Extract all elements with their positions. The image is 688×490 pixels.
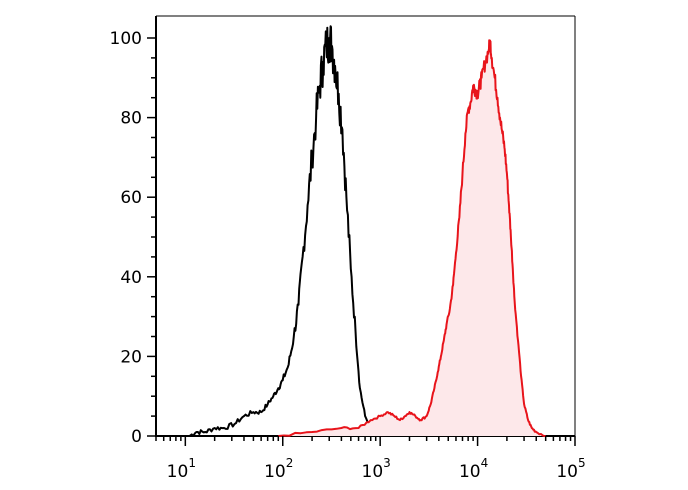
x-tick-label: 105 xyxy=(556,456,585,482)
y-tick-label: 60 xyxy=(120,188,142,208)
y-ticks: 0 20 40 60 80 100 xyxy=(110,29,156,447)
series-2-line xyxy=(278,39,546,437)
x-tick-label: 103 xyxy=(362,456,391,482)
y-tick-label: 0 xyxy=(131,427,142,447)
x-tick-label: 101 xyxy=(167,456,196,482)
y-tick-label: 20 xyxy=(120,347,142,367)
series-1-line xyxy=(188,25,389,437)
x-tick-label: 102 xyxy=(264,456,293,482)
y-tick-label: 40 xyxy=(120,268,142,288)
series-layer xyxy=(188,25,546,437)
series-2-area xyxy=(278,40,546,437)
x-tick-label: 104 xyxy=(459,456,488,482)
y-tick-label: 100 xyxy=(110,29,142,49)
x-ticks: 101 102 103 104 105 xyxy=(155,436,586,482)
y-tick-label: 80 xyxy=(120,109,142,129)
